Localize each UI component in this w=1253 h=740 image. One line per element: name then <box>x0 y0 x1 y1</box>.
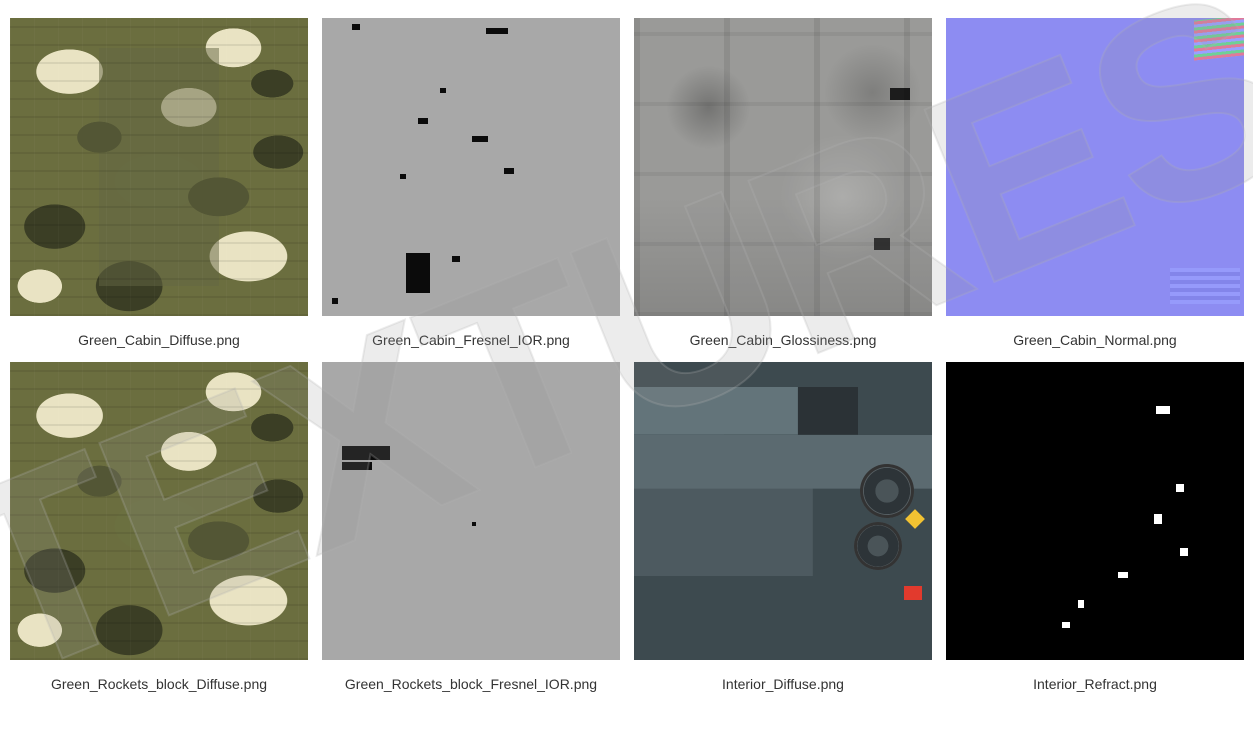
texture-cell[interactable]: Interior_Refract.png <box>946 362 1244 692</box>
texture-cell[interactable]: Green_Cabin_Glossiness.png <box>634 18 932 348</box>
texture-filename: Green_Cabin_Normal.png <box>1013 332 1176 348</box>
texture-cell[interactable]: Green_Cabin_Normal.png <box>946 18 1244 348</box>
texture-cell[interactable]: Green_Rockets_block_Fresnel_IOR.png <box>322 362 620 692</box>
texture-filename: Green_Rockets_block_Fresnel_IOR.png <box>345 676 597 692</box>
texture-filename: Interior_Diffuse.png <box>722 676 844 692</box>
texture-filename: Green_Cabin_Diffuse.png <box>78 332 240 348</box>
texture-cell[interactable]: Green_Rockets_block_Diffuse.png <box>10 362 308 692</box>
texture-thumbnail[interactable] <box>10 18 308 316</box>
texture-thumbnail[interactable] <box>634 18 932 316</box>
texture-thumbnail[interactable] <box>322 362 620 660</box>
texture-thumbnail[interactable] <box>634 362 932 660</box>
texture-filename: Interior_Refract.png <box>1033 676 1157 692</box>
texture-filename: Green_Cabin_Fresnel_IOR.png <box>372 332 570 348</box>
texture-cell[interactable]: Green_Cabin_Diffuse.png <box>10 18 308 348</box>
texture-thumbnail[interactable] <box>322 18 620 316</box>
texture-filename: Green_Rockets_block_Diffuse.png <box>51 676 267 692</box>
texture-cell[interactable]: Interior_Diffuse.png <box>634 362 932 692</box>
texture-filename: Green_Cabin_Glossiness.png <box>690 332 877 348</box>
texture-grid: Green_Cabin_Diffuse.png Green_Cabin_Fres… <box>0 0 1253 700</box>
texture-thumbnail[interactable] <box>946 18 1244 316</box>
texture-thumbnail[interactable] <box>10 362 308 660</box>
texture-cell[interactable]: Green_Cabin_Fresnel_IOR.png <box>322 18 620 348</box>
texture-thumbnail[interactable] <box>946 362 1244 660</box>
